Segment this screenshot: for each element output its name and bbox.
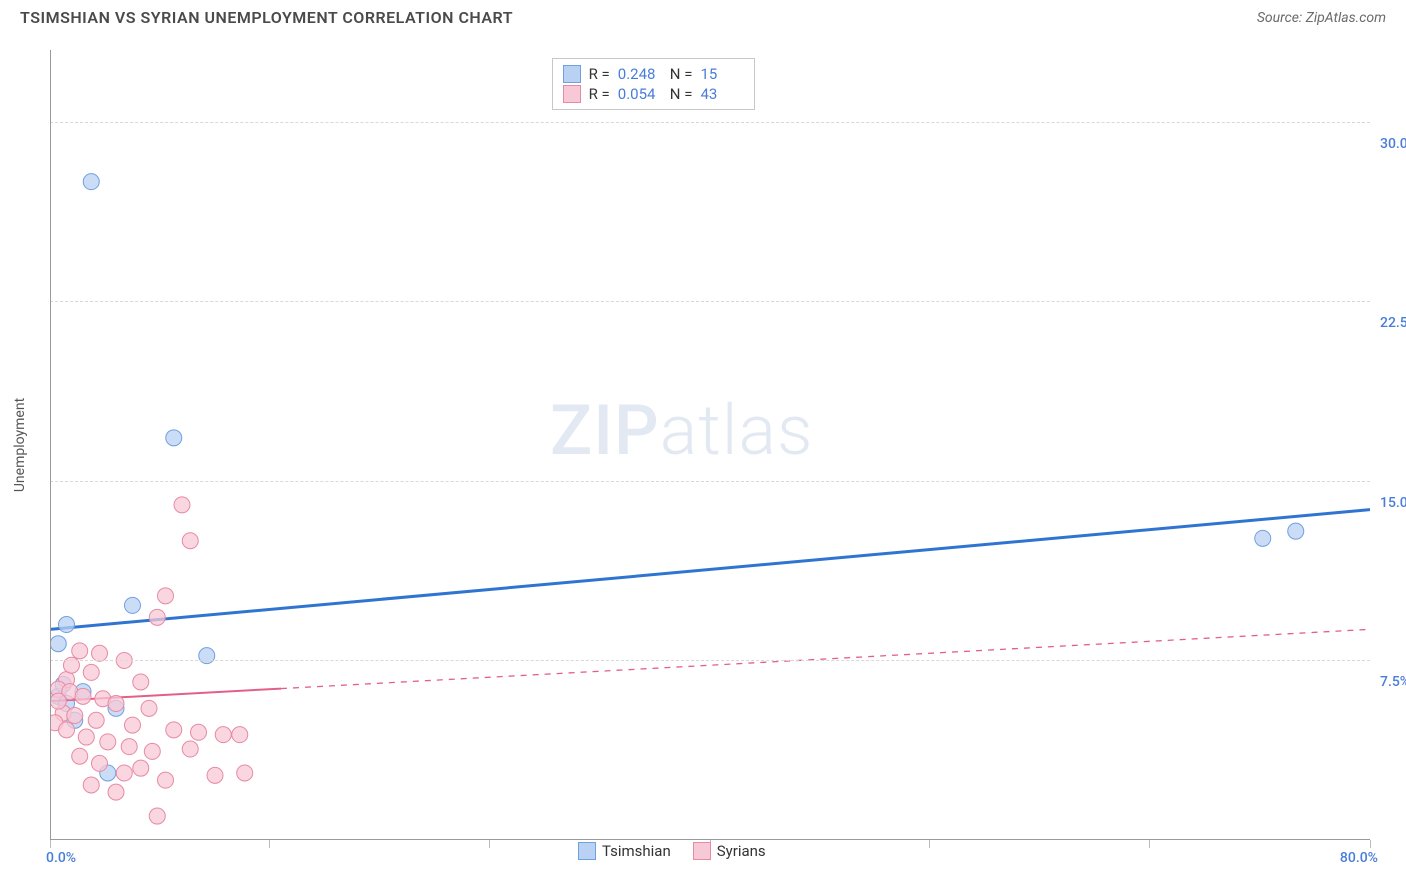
data-point — [166, 722, 182, 738]
data-point — [72, 643, 88, 659]
data-point — [92, 755, 108, 771]
bottom-legend-item: Syrians — [693, 842, 766, 860]
data-point — [88, 712, 104, 728]
x-max-label: 80.0% — [1340, 850, 1378, 866]
data-point — [121, 739, 137, 755]
r-value: 0.054 — [618, 85, 662, 103]
ytick-label: 22.5% — [1380, 315, 1406, 331]
data-point — [182, 533, 198, 549]
data-point — [83, 174, 99, 190]
data-point — [59, 722, 75, 738]
n-value: 43 — [700, 85, 744, 103]
chart-area: Unemployment ZIPatlas 7.5%15.0%22.5%30.0… — [50, 50, 1370, 840]
data-point — [1255, 530, 1271, 546]
legend-swatch — [563, 65, 581, 83]
data-point — [78, 729, 94, 745]
data-point — [232, 727, 248, 743]
legend-swatch — [578, 842, 596, 860]
source-label: Source: ZipAtlas.com — [1257, 10, 1386, 26]
n-label: N = — [670, 65, 693, 83]
data-point — [108, 784, 124, 800]
data-point — [133, 674, 149, 690]
legend-stats-row: R = 0.054 N = 43 — [563, 85, 745, 103]
data-point — [166, 430, 182, 446]
data-point — [83, 777, 99, 793]
data-point — [50, 636, 66, 652]
gridline — [50, 660, 1370, 661]
data-point — [59, 617, 75, 633]
data-point — [191, 724, 207, 740]
legend-stats-row: R = 0.248 N = 15 — [563, 65, 745, 83]
data-point — [158, 588, 174, 604]
r-value: 0.248 — [618, 65, 662, 83]
data-point — [50, 693, 66, 709]
trend-line — [50, 510, 1370, 630]
n-label: N = — [670, 85, 693, 103]
data-point — [207, 767, 223, 783]
data-point — [72, 748, 88, 764]
data-point — [182, 741, 198, 757]
data-point — [100, 734, 116, 750]
data-point — [125, 717, 141, 733]
ytick-label: 7.5% — [1380, 674, 1406, 690]
data-point — [215, 727, 231, 743]
xtick — [929, 840, 930, 848]
bottom-legend-item: Tsimshian — [578, 842, 671, 860]
data-point — [158, 772, 174, 788]
series-name: Syrians — [717, 842, 766, 860]
data-point — [116, 765, 132, 781]
trend-line-dashed — [281, 629, 1370, 688]
data-point — [133, 760, 149, 776]
xtick — [1370, 840, 1371, 848]
gridline — [50, 301, 1370, 302]
header: TSIMSHIAN VS SYRIAN UNEMPLOYMENT CORRELA… — [0, 0, 1406, 27]
y-axis-label: Unemployment — [12, 398, 28, 492]
data-point — [83, 664, 99, 680]
n-value: 15 — [700, 65, 744, 83]
xtick — [489, 840, 490, 848]
legend-swatch — [563, 85, 581, 103]
data-point — [67, 708, 83, 724]
data-point — [237, 765, 253, 781]
data-point — [75, 688, 91, 704]
data-point — [125, 597, 141, 613]
ytick-label: 30.0% — [1380, 136, 1406, 152]
data-point — [144, 743, 160, 759]
data-point — [92, 645, 108, 661]
ytick-label: 15.0% — [1380, 495, 1406, 511]
data-point — [149, 609, 165, 625]
plot-svg — [50, 50, 1370, 840]
xtick — [1149, 840, 1150, 848]
data-point — [174, 497, 190, 513]
xtick — [269, 840, 270, 848]
gridline — [50, 122, 1370, 123]
r-label: R = — [589, 85, 610, 103]
legend-swatch — [693, 842, 711, 860]
data-point — [108, 696, 124, 712]
chart-title: TSIMSHIAN VS SYRIAN UNEMPLOYMENT CORRELA… — [20, 8, 513, 27]
r-label: R = — [589, 65, 610, 83]
legend-stats-box: R = 0.248 N = 15 R = 0.054 N = 43 — [552, 58, 756, 110]
x-min-label: 0.0% — [46, 850, 76, 866]
data-point — [149, 808, 165, 824]
y-axis-line — [50, 50, 51, 840]
xtick — [50, 840, 51, 848]
series-name: Tsimshian — [602, 842, 671, 860]
bottom-legend: Tsimshian Syrians — [578, 842, 766, 860]
data-point — [141, 700, 157, 716]
gridline — [50, 481, 1370, 482]
data-point — [1288, 523, 1304, 539]
x-axis-line — [50, 839, 1370, 840]
